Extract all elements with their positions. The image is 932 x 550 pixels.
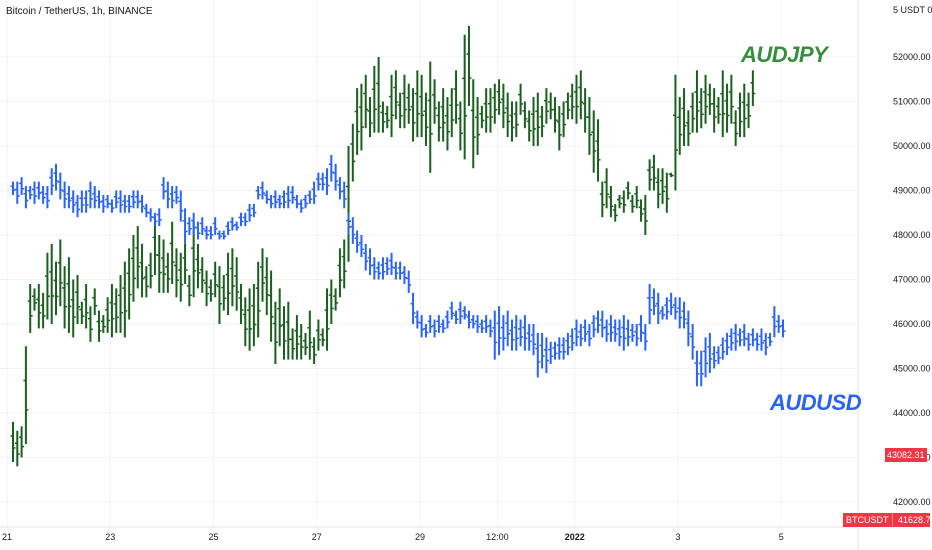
y-tick-label: 47000.00 [893,275,931,285]
y-tick-label: 46000.00 [893,319,931,329]
x-tick-label: 5 [779,532,784,542]
x-tick-label: 27 [312,532,322,542]
last-price-value: 41628.73 [898,515,932,525]
y-tick-label: 52000.00 [893,52,931,62]
y-tick-label: 48000.00 [893,230,931,240]
x-tick-label: 3 [676,532,681,542]
x-tick-label: 12:00 [486,532,509,542]
x-tick-label: 25 [208,532,218,542]
series-label-audusd: AUDUSD [770,390,862,415]
price-scale-unit: 5 USDT 0 [893,5,932,15]
y-tick-label: 51000.00 [893,97,931,107]
price-level-tag: 43082.31 [885,448,927,462]
last-price-tag: BTCUSDT 41628.73 [843,513,932,527]
y-tick-label: 50000.00 [893,141,931,151]
x-tick-label: 23 [105,532,115,542]
y-tick-label: 44000.00 [893,408,931,418]
x-tick-label: 29 [415,532,425,542]
last-price-symbol: BTCUSDT [843,513,893,527]
y-tick-label: 42000.00 [893,497,931,507]
y-tick-label: 49000.00 [893,186,931,196]
chart-title: Bitcoin / TetherUS, 1h, BINANCE [6,6,153,17]
x-tick-label: 2022 [565,532,585,542]
y-tick-label: 45000.00 [893,364,931,374]
x-tick-label: 21 [2,532,12,542]
series-label-audjpy: AUDJPY [741,42,828,67]
